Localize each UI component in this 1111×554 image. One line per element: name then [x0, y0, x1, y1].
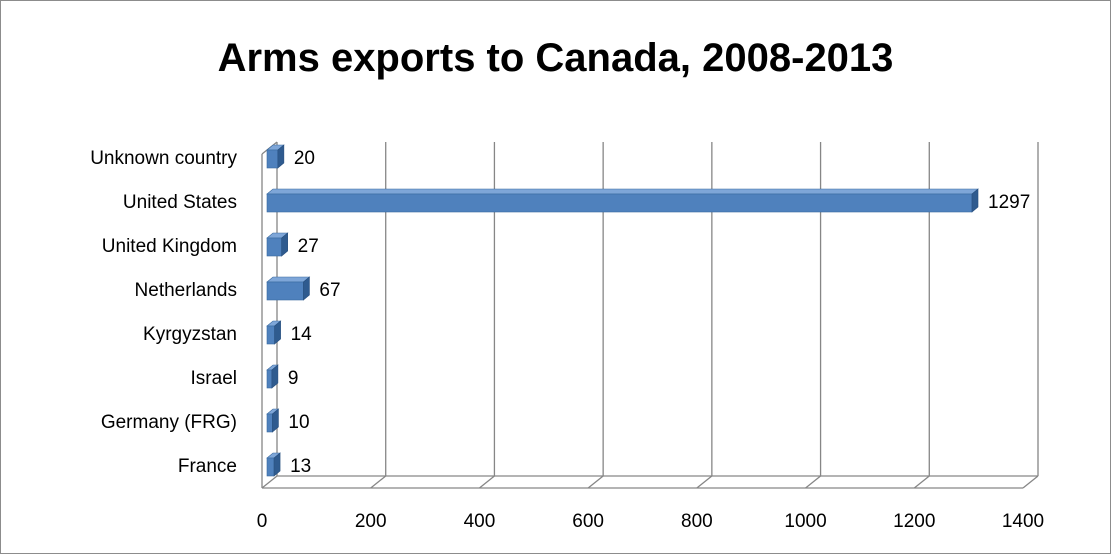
bar-side-face: [272, 408, 279, 433]
floor-connector: [805, 475, 821, 489]
x-tick-label: 1200: [893, 511, 935, 532]
bar-side-face: [303, 276, 310, 301]
category-label: Unknown country: [90, 148, 237, 169]
data-label: 27: [298, 236, 319, 257]
data-label: 20: [294, 148, 315, 169]
category-label: Kyrgyzstan: [143, 324, 237, 345]
bar: [266, 369, 273, 389]
bar-side-face: [277, 144, 285, 169]
x-tick-label: 1400: [1002, 511, 1044, 532]
bar: [266, 237, 282, 257]
data-label: 13: [290, 456, 311, 477]
bar-top-face: [266, 276, 311, 283]
data-label: 9: [288, 368, 299, 389]
bar-top-face: [266, 188, 979, 195]
chart-title: Arms exports to Canada, 2008-2013: [217, 36, 894, 80]
bar: [266, 281, 304, 301]
floor-connector: [261, 475, 278, 489]
bar: [266, 457, 275, 477]
floor-connector: [370, 475, 387, 489]
category-label: France: [178, 456, 237, 477]
x-tick-label: 0: [257, 511, 268, 532]
floor-connector: [913, 475, 930, 489]
data-label: 67: [319, 280, 340, 301]
data-label: 1297: [988, 192, 1030, 213]
bar-side-face: [271, 364, 279, 389]
bar-side-face: [971, 188, 979, 213]
floor-connector: [479, 475, 495, 489]
data-label: 14: [291, 324, 313, 345]
category-label: Netherlands: [135, 280, 237, 301]
floor-connector: [1022, 475, 1039, 489]
bar: [266, 413, 273, 433]
x-tick-label: 800: [681, 511, 713, 532]
bar-side-face: [281, 232, 288, 257]
bar: [266, 193, 973, 213]
x-tick-label: 600: [572, 511, 604, 532]
floor-connector: [587, 475, 604, 489]
data-label: 10: [288, 412, 309, 433]
category-label: United Kingdom: [102, 236, 237, 257]
x-tick-label: 1000: [784, 511, 826, 532]
bar: [266, 149, 279, 169]
category-label: Israel: [191, 368, 237, 389]
category-label: United States: [123, 192, 237, 213]
bar-side-face: [274, 320, 281, 345]
x-tick-label: 200: [355, 511, 387, 532]
category-label: Germany (FRG): [101, 412, 237, 433]
bar: [266, 325, 275, 345]
x-tick-label: 400: [464, 511, 496, 532]
bar-side-face: [273, 452, 281, 477]
floor-connector: [696, 475, 713, 489]
